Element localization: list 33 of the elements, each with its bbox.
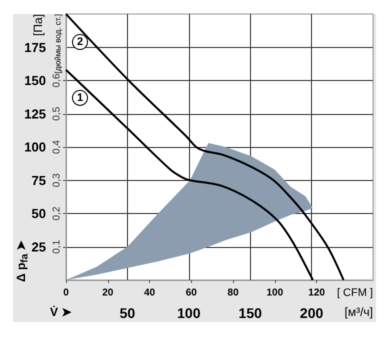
x-tick-label: 100	[177, 305, 201, 321]
series-label: 2	[76, 36, 84, 48]
y2-tick-label: 0,6	[52, 73, 62, 88]
series-label: 1	[76, 92, 84, 104]
x-tick-label: 200	[300, 305, 324, 321]
x2-tick-label: 20	[102, 288, 114, 298]
x-axis-title: [м³/ч]	[344, 305, 373, 319]
x2-tick-label: 120	[308, 288, 326, 298]
x-tick-label: 50	[120, 305, 136, 321]
y2-tick-label: 0,2	[52, 206, 62, 220]
x2-axis-title: [ CFM ]	[336, 287, 373, 299]
y2-tick-label: 0,4	[52, 140, 62, 154]
line-series	[65, 68, 314, 281]
y2-tick-label: 0,1	[52, 239, 62, 254]
x2-tick-label: 40	[144, 288, 156, 298]
y-tick-label: 25	[32, 239, 46, 254]
text: Δ pfa ➤	[14, 239, 30, 282]
y2-tick-label: 0,3	[52, 172, 62, 188]
text: V̇ ➤	[50, 305, 72, 319]
y-axis-title: [Па]	[31, 14, 45, 36]
y2-tick-label: 0,5	[52, 106, 62, 121]
y-tick-label: 75	[32, 172, 46, 188]
y-tick-label: 100	[24, 140, 46, 154]
y-tick-label: 50	[32, 206, 46, 221]
x2-tick-label: 0	[63, 288, 70, 298]
y2-axis-title: [дюймы вод. ст.]	[54, 14, 62, 74]
y-tick-label: 150	[24, 73, 46, 88]
y-tick-label: 125	[24, 106, 46, 122]
y-tick-label: 175	[24, 40, 46, 55]
x2-tick-label: 100	[266, 288, 284, 298]
x2-tick-label: 80	[228, 288, 240, 298]
x-tick-label: 150	[238, 305, 262, 321]
x2-tick-label: 60	[186, 288, 198, 298]
